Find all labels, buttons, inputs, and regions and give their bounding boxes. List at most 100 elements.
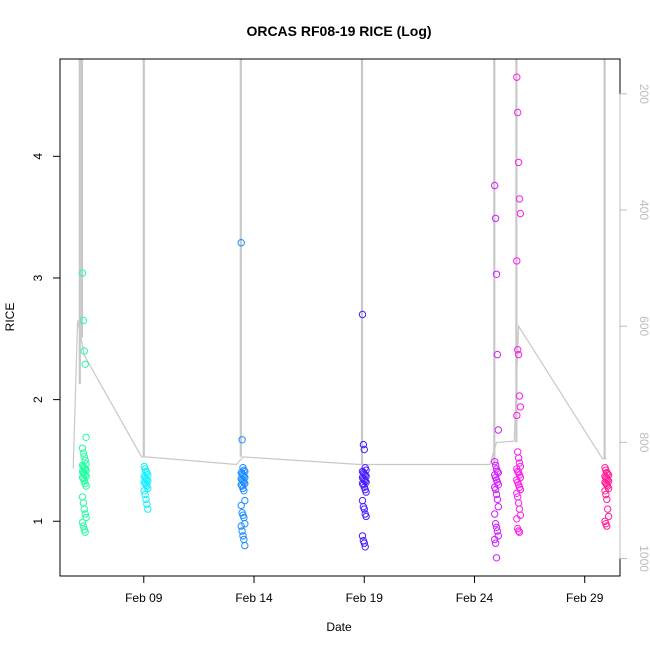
point-flight-5-2 bbox=[491, 214, 500, 223]
point-flight-1-5 bbox=[82, 433, 90, 441]
point-flight-6-31 bbox=[513, 515, 521, 523]
y-tick-label: 1 bbox=[31, 518, 45, 525]
point-flight-6-13 bbox=[514, 454, 523, 462]
point-flight-5-3 bbox=[492, 270, 501, 278]
data-points bbox=[78, 73, 613, 562]
point-flight-5-19 bbox=[493, 495, 502, 504]
point-flight-1-21 bbox=[78, 473, 87, 482]
point-flight-5-21 bbox=[491, 510, 499, 518]
point-flight-3-16 bbox=[237, 481, 245, 489]
point-flight-4-20 bbox=[362, 488, 370, 496]
point-flight-5-28 bbox=[492, 554, 501, 562]
point-flight-1-2 bbox=[79, 316, 88, 325]
point-flight-4-28 bbox=[360, 539, 368, 547]
point-flight-5-5 bbox=[494, 426, 502, 434]
x-tick-label: Feb 09 bbox=[125, 591, 163, 605]
point-flight-6-3 bbox=[514, 158, 523, 167]
point-flight-1-1 bbox=[78, 269, 87, 277]
point-flight-2-19 bbox=[143, 500, 151, 508]
point-flight-4-16 bbox=[358, 479, 367, 488]
point-flight-6-30 bbox=[516, 511, 525, 519]
point-flight-1-31 bbox=[78, 518, 87, 527]
point-flight-3-21 bbox=[237, 501, 245, 510]
point-flight-6-29 bbox=[515, 505, 524, 513]
y2-tick-label: 600 bbox=[637, 316, 650, 336]
point-flight-3-27 bbox=[238, 527, 246, 535]
point-flight-1-28 bbox=[80, 505, 89, 513]
point-flight-4-29 bbox=[361, 543, 369, 551]
point-flight-1-30 bbox=[82, 513, 90, 522]
point-flight-1-3 bbox=[80, 347, 89, 355]
y2-tick-label: 1000 bbox=[637, 545, 650, 572]
point-flight-1-26 bbox=[78, 493, 87, 501]
point-flight-5-24 bbox=[493, 527, 502, 535]
point-flight-7-18 bbox=[603, 495, 611, 504]
y-axis: 1 2 3 4 bbox=[31, 153, 60, 525]
y2-tick-label: 800 bbox=[637, 432, 650, 452]
point-flight-4-2 bbox=[359, 440, 368, 449]
y2-tick-label: 200 bbox=[637, 84, 650, 104]
point-flight-5-20 bbox=[494, 503, 502, 511]
pressure-connect-line bbox=[72, 320, 607, 469]
point-flight-5-27 bbox=[491, 539, 500, 547]
point-flight-6-2 bbox=[514, 108, 522, 117]
point-flight-6-34 bbox=[515, 528, 524, 536]
x-tick-label: Feb 14 bbox=[235, 591, 273, 605]
pressure-trace bbox=[72, 59, 607, 469]
point-flight-1-18 bbox=[80, 470, 89, 478]
point-flight-6-28 bbox=[514, 499, 523, 507]
point-flight-6-11 bbox=[513, 411, 521, 420]
point-flight-4-26 bbox=[358, 532, 367, 540]
point-flight-2-16 bbox=[140, 487, 148, 495]
point-flight-1-7 bbox=[79, 449, 88, 457]
point-flight-3-1 bbox=[237, 239, 245, 247]
point-flight-4-25 bbox=[362, 512, 370, 521]
point-flight-7-23 bbox=[603, 522, 611, 530]
x-tick-label: Feb 29 bbox=[566, 591, 604, 605]
point-flight-3-29 bbox=[240, 535, 248, 544]
point-flight-4-1 bbox=[358, 310, 367, 319]
point-flight-5-18 bbox=[492, 490, 501, 499]
point-flight-6-12 bbox=[514, 448, 522, 456]
point-flight-6-5 bbox=[516, 209, 525, 218]
point-flight-6-1 bbox=[513, 73, 521, 81]
point-flight-1-25 bbox=[82, 482, 90, 490]
point-flight-5-4 bbox=[493, 350, 502, 359]
y2-axis: 200 400 600 800 1000 bbox=[619, 84, 650, 572]
point-flight-6-14 bbox=[515, 459, 524, 467]
y-axis-label: RICE bbox=[3, 303, 17, 332]
point-flight-4-23 bbox=[360, 505, 368, 513]
y-tick-label: 2 bbox=[31, 396, 45, 403]
point-flight-4-13 bbox=[360, 476, 368, 484]
point-flight-6-6 bbox=[513, 257, 521, 265]
point-flight-1-29 bbox=[81, 510, 89, 518]
point-flight-5-17 bbox=[491, 485, 500, 494]
point-flight-1-6 bbox=[78, 444, 87, 452]
point-flight-5-1 bbox=[491, 181, 499, 190]
point-flight-4-21 bbox=[358, 496, 367, 505]
x-axis-label: Date bbox=[326, 620, 352, 634]
point-flight-2-17 bbox=[141, 490, 149, 499]
point-flight-3-2 bbox=[238, 436, 246, 444]
y-tick-label: 4 bbox=[31, 153, 45, 160]
point-flight-6-8 bbox=[514, 350, 523, 359]
x-tick-label: Feb 24 bbox=[456, 591, 494, 605]
point-flight-4-3 bbox=[360, 445, 368, 454]
point-flight-5-23 bbox=[492, 523, 501, 531]
point-flight-3-30 bbox=[241, 541, 249, 550]
point-flight-5-22 bbox=[491, 520, 500, 528]
point-flight-1-4 bbox=[81, 360, 89, 368]
point-flight-3-19 bbox=[240, 487, 248, 495]
point-flight-7-19 bbox=[604, 505, 612, 513]
point-flight-6-26 bbox=[513, 489, 521, 497]
point-flight-6-10 bbox=[516, 403, 525, 411]
point-flight-1-34 bbox=[81, 528, 89, 536]
y2-tick-label: 400 bbox=[637, 200, 650, 220]
point-flight-6-4 bbox=[515, 195, 524, 203]
point-flight-3-13 bbox=[239, 477, 247, 485]
point-flight-5-26 bbox=[491, 535, 499, 544]
point-flight-3-20 bbox=[241, 496, 249, 505]
point-flight-7-17 bbox=[602, 490, 610, 499]
chart-title: ORCAS RF08-19 RICE (Log) bbox=[246, 23, 431, 39]
